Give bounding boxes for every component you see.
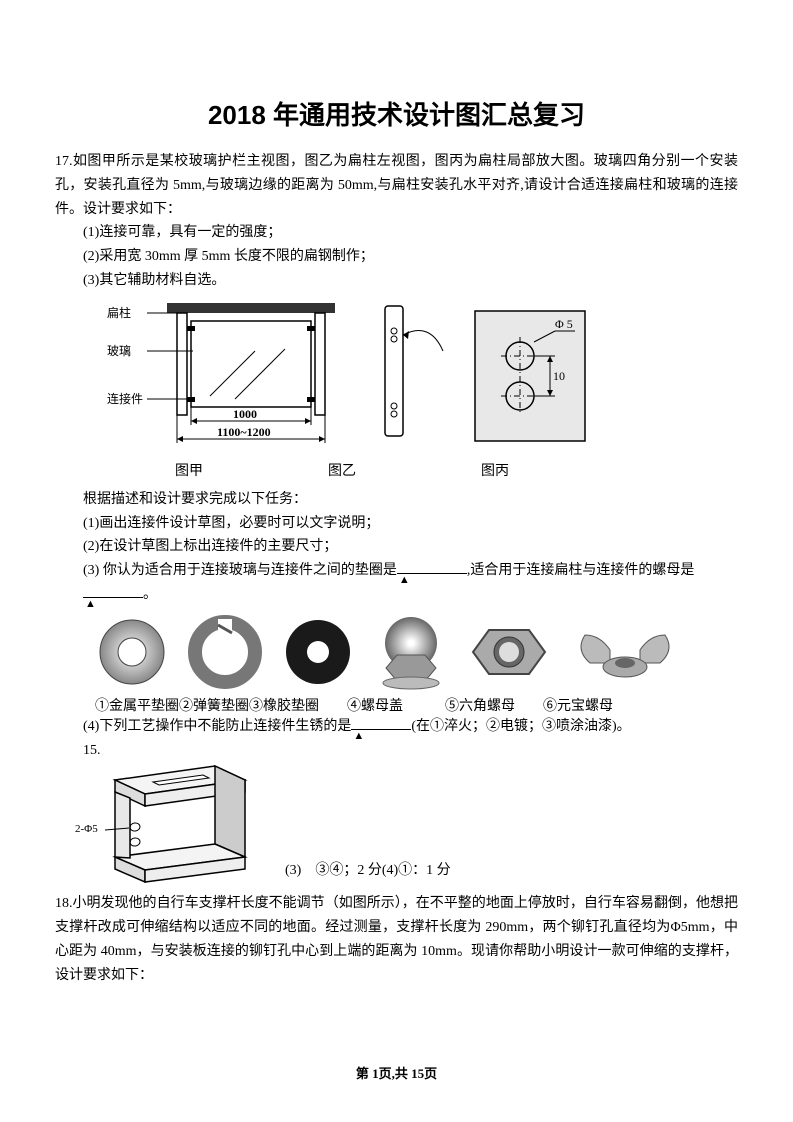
- q17-figures: 扁柱 玻璃 连接件 1000 1100~1200: [105, 301, 738, 456]
- dim-1100: 1100~1200: [217, 425, 271, 439]
- part3-label: ③橡胶垫圈: [249, 699, 319, 714]
- q17-task3-a: (3) 你认为适合用于连接玻璃与连接件之间的垫圈是: [83, 563, 397, 578]
- q17-task2: (2)在设计草图上标出连接件的主要尺寸；: [55, 535, 738, 559]
- part4-label: ④螺母盖: [347, 699, 403, 714]
- figure-yi-svg: [355, 301, 445, 456]
- q18-num: 18.: [55, 896, 73, 911]
- q17-task3-c: 。: [143, 587, 157, 602]
- part2-label: ②弹簧垫圈: [179, 699, 249, 714]
- q17-task4-a: (4)下列工艺操作中不能防止连接件生锈的是: [83, 719, 351, 734]
- figure-bing-svg: Φ 5 10: [465, 301, 595, 456]
- cap-yi: 图乙: [328, 460, 356, 480]
- figure-captions: 图甲 图乙 图丙: [175, 460, 738, 480]
- q15-dim: 2-Φ5: [75, 823, 98, 835]
- cap-bing: 图丙: [481, 460, 509, 480]
- dim-10: 10: [553, 369, 565, 383]
- dim-1000: 1000: [233, 407, 257, 421]
- q17-tasks-intro: 根据描述和设计要求完成以下任务：: [55, 488, 738, 512]
- blank-2[interactable]: [83, 597, 143, 598]
- q17-task3-line2: 。: [55, 583, 738, 607]
- q15-row: 2-Φ5 (3) ③④；2 分(4)①：1 分: [55, 762, 738, 892]
- blank-1[interactable]: [397, 573, 467, 574]
- parts-row: [95, 613, 738, 693]
- page-footer: 第 1页,共 15页: [0, 1063, 793, 1082]
- rubber-washer-icon: [281, 615, 356, 690]
- part-labels: ①金属平垫圈②弹簧垫圈③橡胶垫圈 ④螺母盖 ⑤六角螺母 ⑥元宝螺母: [95, 695, 738, 715]
- q17-req2: (2)采用宽 30mm 厚 5mm 长度不限的扁钢制作；: [55, 245, 738, 269]
- q15-answer: (3) ③④；2 分(4)①：1 分: [285, 859, 451, 883]
- q17-task1: (1)画出连接件设计草图，必要时可以文字说明；: [55, 512, 738, 536]
- part6-label: ⑥元宝螺母: [543, 699, 613, 714]
- figure-yi: [355, 301, 445, 456]
- cap-nut-icon: [374, 613, 449, 693]
- q15-bracket-svg: 2-Φ5: [75, 762, 265, 892]
- q17-task3-b: ,适合用于连接扁柱与连接件的螺母是: [467, 563, 695, 578]
- flat-washer-icon: [95, 615, 170, 690]
- q17-task4: (4)下列工艺操作中不能防止连接件生锈的是 (在①淬火；②电镀；③喷涂油漆)。: [55, 715, 738, 739]
- blank-3[interactable]: [351, 729, 411, 730]
- q17-task4-b: (在①淬火；②电镀；③喷涂油漆)。: [411, 719, 630, 734]
- label-lianjie: 连接件: [107, 391, 143, 406]
- q17-req3: (3)其它辅助材料自选。: [55, 269, 738, 293]
- figure-bing: Φ 5 10: [465, 301, 595, 456]
- q18-stem: 18.小明发现他的自行车支撑杆长度不能调节（如图所示），在不平整的地面上停放时，…: [55, 892, 738, 987]
- cap-jia: 图甲: [175, 460, 203, 480]
- part5-label: ⑤六角螺母: [445, 699, 515, 714]
- dim-phi5: Φ 5: [555, 317, 573, 331]
- spring-washer-icon: [188, 615, 263, 690]
- q17-req1: (1)连接可靠，具有一定的强度；: [55, 221, 738, 245]
- part1-label: ①金属平垫圈: [95, 699, 179, 714]
- q15-num: 15.: [55, 739, 738, 763]
- hex-nut-icon: [467, 615, 552, 690]
- figure-jia: 扁柱 玻璃 连接件 1000 1100~1200: [105, 301, 335, 456]
- page-title: 2018 年通用技术设计图汇总复习: [55, 95, 738, 132]
- figure-jia-svg: 扁柱 玻璃 连接件 1000 1100~1200: [105, 301, 335, 456]
- q17-stem-text: 如图甲所示是某校玻璃护栏主视图，图乙为扁柱左视图，图丙为扁柱局部放大图。玻璃四角…: [55, 154, 738, 217]
- wing-nut-icon: [570, 615, 680, 690]
- q18-stem-text: 小明发现他的自行车支撑杆长度不能调节（如图所示），在不平整的地面上停放时，自行车…: [55, 896, 738, 982]
- q17-task3: (3) 你认为适合用于连接玻璃与连接件之间的垫圈是 ,适合用于连接扁柱与连接件的螺…: [55, 559, 738, 583]
- label-boli: 玻璃: [107, 344, 131, 358]
- label-bianzhu: 扁柱: [107, 305, 131, 320]
- q17-num: 17.: [55, 154, 73, 169]
- q17-stem: 17.如图甲所示是某校玻璃护栏主视图，图乙为扁柱左视图，图丙为扁柱局部放大图。玻…: [55, 150, 738, 221]
